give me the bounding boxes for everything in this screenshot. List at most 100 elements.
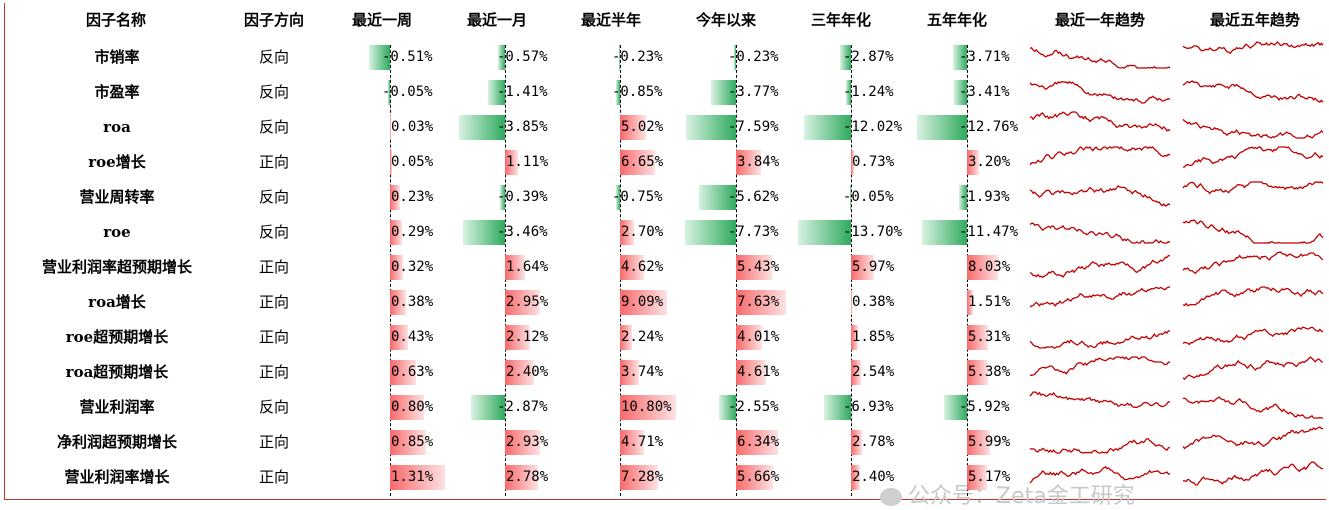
return-value: -0.85% <box>612 84 663 100</box>
factor-direction: 正向 <box>258 468 289 486</box>
positive-return-bar <box>736 255 772 280</box>
five-year-trend-sparkline <box>1182 426 1324 450</box>
factor-name: 营业利润率增长 <box>64 468 170 486</box>
return-value: 7.63% <box>737 294 780 310</box>
factor-name: roa <box>103 118 131 136</box>
return-value: 2.12% <box>506 329 549 345</box>
return-value: 3.84% <box>737 154 780 170</box>
negative-return-bar <box>734 45 736 70</box>
positive-return-bar <box>851 360 861 385</box>
return-value: 5.31% <box>968 329 1011 345</box>
return-value: -5.92% <box>959 399 1010 415</box>
return-value: -2.55% <box>728 399 779 415</box>
column-header: 五年年化 <box>926 11 987 29</box>
return-value: 0.23% <box>391 189 434 205</box>
return-value: 4.62% <box>621 259 664 275</box>
return-value: 7.28% <box>621 469 664 485</box>
factor-name: roe超预期增长 <box>65 328 169 346</box>
positive-return-bar <box>390 255 404 280</box>
factor-direction: 正向 <box>258 153 289 171</box>
return-value: -6.93% <box>843 399 894 415</box>
five-year-trend-sparkline <box>1182 146 1324 168</box>
trend-line <box>1182 219 1324 244</box>
trend-line <box>1182 426 1324 450</box>
return-value: -0.23% <box>612 49 663 65</box>
negative-return-bar <box>463 220 505 245</box>
trend-line <box>1182 326 1324 346</box>
column-header: 最近五年趋势 <box>1209 11 1300 29</box>
column-header: 最近一周 <box>351 11 412 29</box>
return-value: -0.05% <box>382 84 433 100</box>
return-value: 0.03% <box>391 119 434 135</box>
one-year-trend-sparkline <box>1029 465 1171 484</box>
table-frame <box>4 3 1326 500</box>
trend-line <box>1182 41 1324 55</box>
factor-direction: 反向 <box>258 223 289 241</box>
return-value: 1.85% <box>852 329 895 345</box>
positive-return-bar <box>390 150 393 175</box>
negative-return-bar <box>616 185 620 210</box>
positive-return-bar <box>620 325 632 350</box>
negative-return-bar <box>823 395 851 420</box>
return-value: -0.75% <box>612 189 663 205</box>
return-value: 0.38% <box>391 294 434 310</box>
factor-direction: 正向 <box>258 258 289 276</box>
positive-return-bar <box>620 395 677 420</box>
return-value: 6.65% <box>621 154 664 170</box>
positive-return-bar <box>390 325 409 350</box>
positive-return-bar <box>620 255 645 280</box>
negative-return-bar <box>387 80 390 105</box>
trend-line <box>1029 146 1171 166</box>
negative-return-bar <box>846 80 851 105</box>
return-value: 0.85% <box>391 434 434 450</box>
factor-name: 净利润超预期增长 <box>56 433 177 451</box>
positive-return-bar <box>620 360 640 385</box>
trend-line <box>1182 461 1324 486</box>
positive-return-bar <box>736 360 767 385</box>
return-value: 2.40% <box>852 469 895 485</box>
positive-return-bar <box>505 290 541 315</box>
factor-direction: 反向 <box>258 398 289 416</box>
negative-return-bar <box>839 45 851 70</box>
one-year-trend-sparkline <box>1029 146 1171 166</box>
return-value: -2.87% <box>497 399 548 415</box>
positive-return-bar <box>851 290 853 315</box>
negative-return-bar <box>711 80 736 105</box>
factor-direction: 反向 <box>258 188 289 206</box>
positive-return-bar <box>967 465 988 490</box>
return-value: 1.51% <box>968 294 1011 310</box>
one-year-trend-sparkline <box>1029 437 1171 454</box>
return-value: -0.05% <box>843 189 894 205</box>
trend-line <box>1029 437 1171 454</box>
return-value: 4.61% <box>737 364 780 380</box>
negative-return-bar <box>500 185 505 210</box>
trend-line <box>1182 118 1324 139</box>
return-value: -3.41% <box>959 84 1010 100</box>
positive-return-bar <box>505 430 541 455</box>
one-year-trend-sparkline <box>1029 80 1171 104</box>
five-year-trend-sparkline <box>1182 251 1324 275</box>
trend-line <box>1029 80 1171 104</box>
return-value: 2.95% <box>506 294 549 310</box>
return-value: 0.43% <box>391 329 434 345</box>
negative-return-bar <box>368 45 390 70</box>
negative-return-bar <box>488 80 505 105</box>
factor-name: roa超预期增长 <box>65 363 169 381</box>
one-year-trend-sparkline <box>1029 254 1171 279</box>
factor-direction: 正向 <box>258 328 289 346</box>
positive-return-bar <box>967 255 999 280</box>
return-value: 3.20% <box>968 154 1011 170</box>
one-year-trend-sparkline <box>1029 356 1170 377</box>
positive-return-bar <box>967 430 991 455</box>
trend-line <box>1029 330 1171 349</box>
return-value: -1.41% <box>497 84 548 100</box>
five-year-trend-sparkline <box>1182 286 1324 307</box>
positive-return-bar <box>390 430 426 455</box>
positive-return-bar <box>620 465 658 490</box>
return-value: 5.97% <box>852 259 895 275</box>
trend-line <box>1029 286 1171 308</box>
column-header: 最近一月 <box>466 11 527 29</box>
return-value: 5.17% <box>968 469 1011 485</box>
column-header: 因子方向 <box>243 11 304 29</box>
negative-return-bar <box>943 395 967 420</box>
